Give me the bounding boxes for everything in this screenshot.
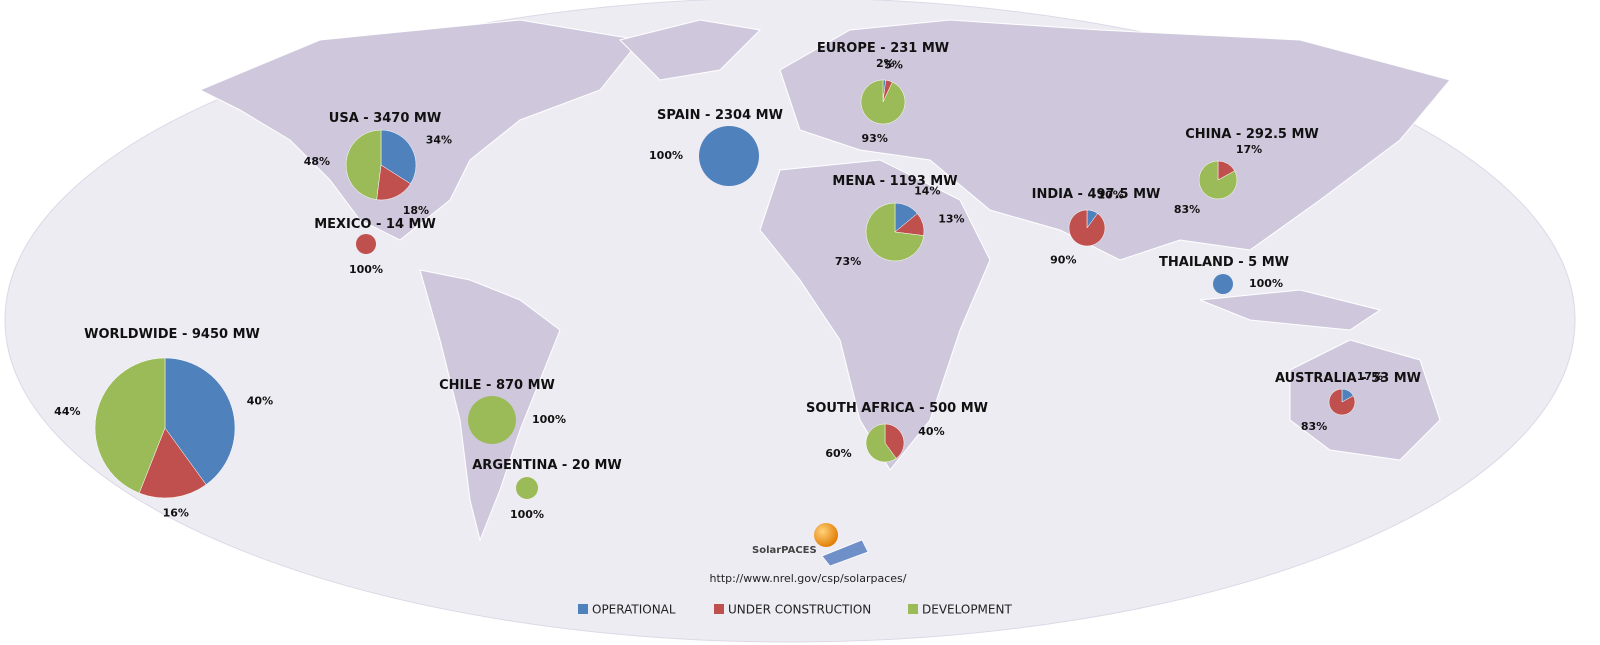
logo-panel <box>821 539 869 567</box>
pie-slice <box>1068 209 1106 247</box>
pie-slice <box>516 477 538 499</box>
slice-label: 14% <box>914 184 940 197</box>
pie-slice <box>884 423 905 459</box>
pie-slice <box>1328 388 1356 416</box>
continents <box>198 19 1451 542</box>
region-title: CHILE - 870 MW <box>439 378 555 393</box>
legend-swatch <box>578 604 588 614</box>
region-title: WORLDWIDE - 9450 MW <box>84 327 260 342</box>
slice-label: 16% <box>163 506 189 519</box>
slice-label: 100% <box>1249 277 1283 290</box>
region-title: THAILAND - 5 MW <box>1159 255 1289 270</box>
region-title: EUROPE - 231 MW <box>817 41 949 56</box>
slice-label: 5% <box>884 59 903 72</box>
pie-slice <box>1198 160 1238 200</box>
slice-label: 100% <box>510 508 544 521</box>
legend-swatch <box>908 604 918 614</box>
legend-swatch <box>714 604 724 614</box>
pie-slice <box>356 234 376 254</box>
slice-label: 83% <box>1301 420 1327 433</box>
region-title: USA - 3470 MW <box>329 111 441 126</box>
slice-label: 40% <box>247 394 273 407</box>
region-title: AUSTRALIA - 53 MW <box>1275 371 1421 386</box>
region-title: ARGENTINA - 20 MW <box>472 458 622 473</box>
slice-label: 90% <box>1050 253 1076 266</box>
pie-slice <box>699 126 759 186</box>
slice-label: 73% <box>835 255 861 268</box>
legend-label: OPERATIONAL <box>592 603 676 617</box>
slice-label: 83% <box>1174 203 1200 216</box>
pie-slice <box>860 79 906 125</box>
pie-slice <box>94 357 166 494</box>
slice-label: 48% <box>304 155 330 168</box>
slice-label: 17% <box>1357 370 1383 383</box>
logo-sun <box>814 523 838 547</box>
slice-label: 44% <box>54 405 80 418</box>
slice-label: 2% <box>876 57 895 70</box>
slice-label: 60% <box>825 447 851 460</box>
logo-text: SolarPACES <box>752 545 817 556</box>
region-title: SOUTH AFRICA - 500 MW <box>806 401 988 416</box>
pie-slice <box>1213 274 1233 294</box>
slice-label: 100% <box>532 413 566 426</box>
pie-slice <box>345 129 382 201</box>
region-title: MEXICO - 14 MW <box>314 217 436 232</box>
slice-label: 100% <box>649 149 683 162</box>
region-title: MENA - 1193 MW <box>832 174 957 189</box>
pies: USA - 3470 MW 34% 18% 48% MEXICO - 14 MW 100%… <box>54 41 1421 521</box>
slice-label: 34% <box>426 133 452 146</box>
slice-label: 13% <box>938 212 964 225</box>
slice-label: 17% <box>1236 143 1262 156</box>
pie-slice <box>865 202 925 262</box>
source-url: http://www.nrel.gov/csp/solarpaces/ <box>710 572 907 585</box>
legend-label: UNDER CONSTRUCTION <box>728 603 871 617</box>
region-title: SPAIN - 2304 MW <box>657 108 783 123</box>
slice-label: 18% <box>403 204 429 217</box>
slice-label: 40% <box>918 425 944 438</box>
region-title: INDIA - 497.5 MW <box>1032 187 1161 202</box>
pie-slice <box>865 423 897 463</box>
slice-label: 100% <box>349 263 383 276</box>
slice-label: 93% <box>862 132 888 145</box>
region-title: CHINA - 292.5 MW <box>1185 127 1319 142</box>
pie-slice <box>468 396 516 444</box>
legend-label: DEVELOPMENT <box>922 603 1012 617</box>
pie-slice <box>164 357 236 485</box>
pie-slice <box>376 164 411 201</box>
slice-label: 10% <box>1098 189 1124 202</box>
pie-slice <box>138 427 207 499</box>
